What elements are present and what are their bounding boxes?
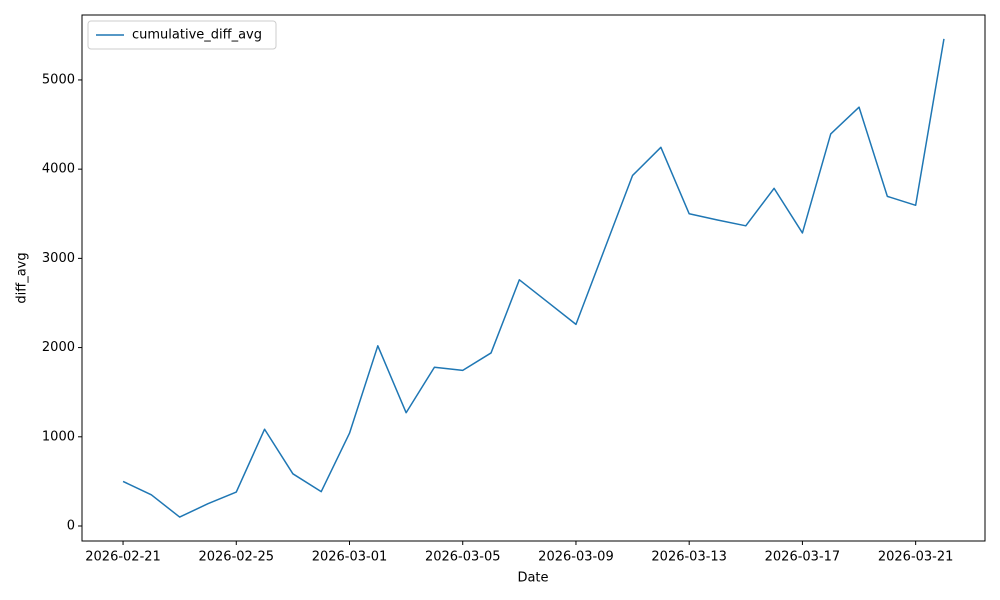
plot-frame bbox=[81, 14, 986, 542]
y-tick-label: 5000 bbox=[42, 72, 75, 87]
line bbox=[122, 38, 945, 518]
y-tick-label: 3000 bbox=[42, 251, 75, 266]
y-tick-label: 0 bbox=[67, 519, 75, 534]
x-tick-label: 2026-03-17 bbox=[765, 550, 841, 565]
x-tick-label: 2026-02-21 bbox=[85, 550, 161, 565]
x-tick-label: 2026-03-01 bbox=[312, 550, 388, 565]
legend-label: cumulative_diff_avg bbox=[132, 28, 262, 43]
x-tick-label: 2026-03-09 bbox=[538, 550, 614, 565]
y-axis-label: diff_avg bbox=[15, 252, 30, 303]
y-tick-label: 1000 bbox=[42, 429, 75, 444]
x-tick-label: 2026-02-25 bbox=[198, 550, 274, 565]
x-tick-label: 2026-03-05 bbox=[425, 550, 501, 565]
legend-box bbox=[87, 20, 277, 50]
x-tick-label: 2026-03-13 bbox=[651, 550, 727, 565]
x-axis-label: Date bbox=[517, 571, 548, 586]
x-tick-label: 2026-03-21 bbox=[878, 550, 954, 565]
y-tick-label: 2000 bbox=[42, 340, 75, 355]
y-tick-label: 4000 bbox=[42, 162, 75, 177]
